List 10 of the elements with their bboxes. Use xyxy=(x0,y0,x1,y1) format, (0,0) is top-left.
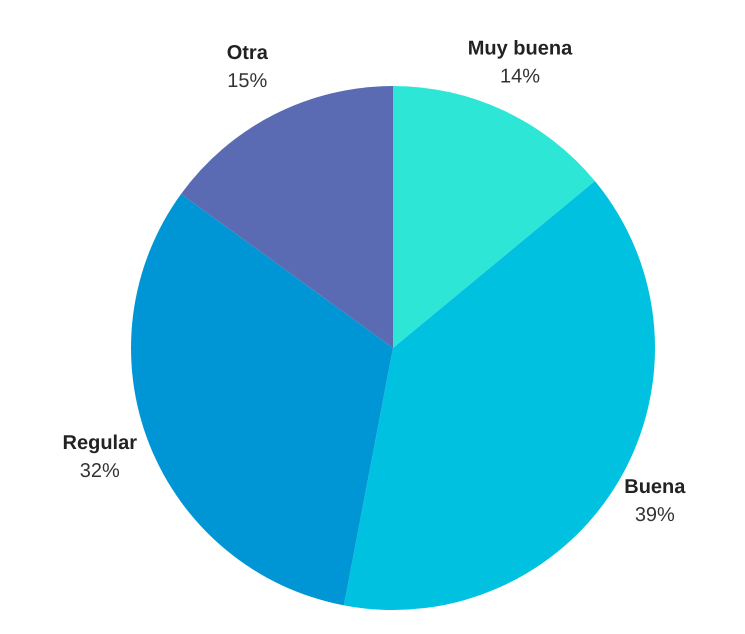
slice-label: Otra xyxy=(226,42,269,64)
data-label: 15% xyxy=(227,70,268,92)
data-label: 14% xyxy=(500,66,540,88)
data-label: 39% xyxy=(634,504,676,526)
slice-label: Buena xyxy=(624,476,686,498)
data-label: 32% xyxy=(80,460,120,482)
pie-slice xyxy=(393,86,595,348)
pie-slice xyxy=(181,86,393,348)
slice-label: Regular xyxy=(62,432,138,454)
slice-label: Muy buena xyxy=(468,38,574,60)
